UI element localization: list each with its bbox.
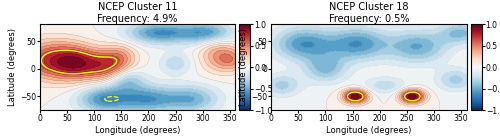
Y-axis label: Latitude (degrees): Latitude (degrees) [8, 28, 17, 106]
X-axis label: Longitude (degrees): Longitude (degrees) [95, 126, 180, 135]
Title: NCEP Cluster 11
Frequency: 4.9%: NCEP Cluster 11 Frequency: 4.9% [98, 2, 178, 24]
Title: NCEP Cluster 18
Frequency: 0.5%: NCEP Cluster 18 Frequency: 0.5% [328, 2, 409, 24]
Y-axis label: Latitude (degrees): Latitude (degrees) [239, 28, 248, 106]
X-axis label: Longitude (degrees): Longitude (degrees) [326, 126, 412, 135]
